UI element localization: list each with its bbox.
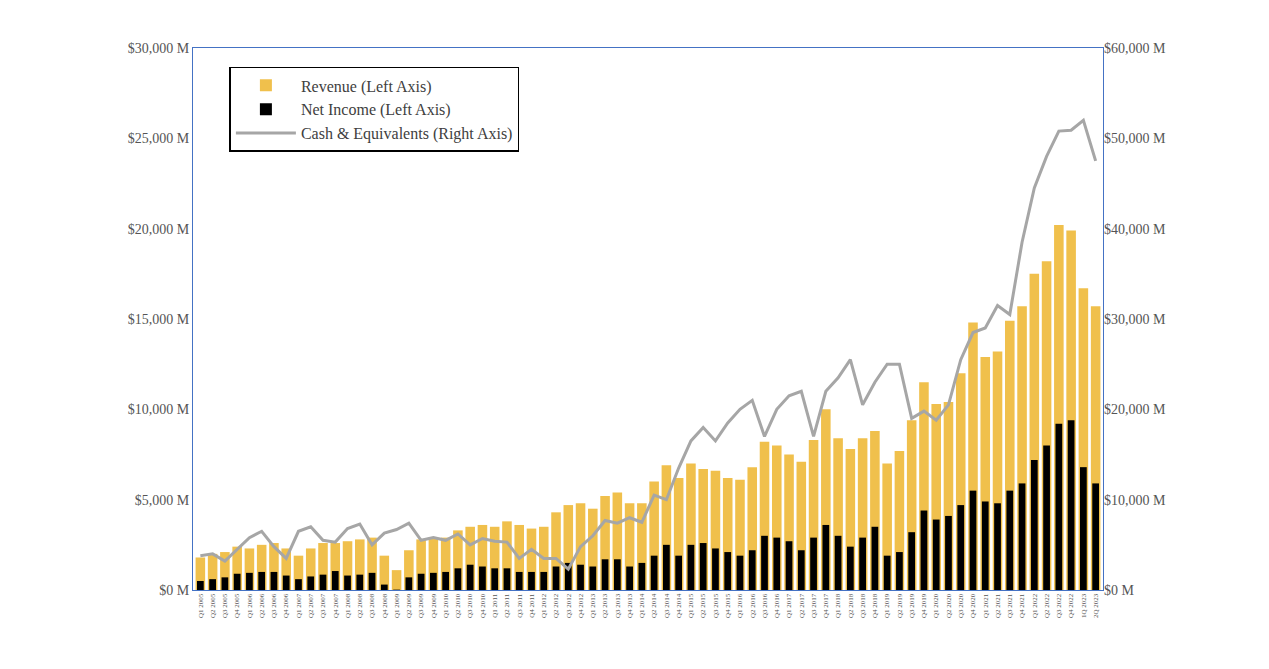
- svg-text:Q1 2016: Q1 2016: [736, 593, 744, 618]
- svg-text:Q3 2021: Q3 2021: [1006, 593, 1014, 618]
- svg-text:Q2 2008: Q2 2008: [356, 593, 364, 618]
- svg-text:$30,000 M: $30,000 M: [128, 41, 190, 56]
- svg-text:$50,000 M: $50,000 M: [1104, 131, 1166, 146]
- svg-text:$15,000 M: $15,000 M: [128, 312, 190, 327]
- svg-text:Q4 2015: Q4 2015: [724, 593, 732, 618]
- svg-text:1Q 2023: 1Q 2023: [1080, 593, 1088, 618]
- svg-text:$60,000 M: $60,000 M: [1104, 41, 1166, 56]
- svg-text:Q4 2022: Q4 2022: [1067, 593, 1075, 618]
- svg-text:Q2 2021: Q2 2021: [994, 593, 1002, 618]
- svg-text:Q4 2012: Q4 2012: [577, 593, 585, 618]
- svg-text:Q1 2006: Q1 2006: [246, 593, 254, 618]
- svg-text:Q3 2017: Q3 2017: [810, 593, 818, 618]
- svg-text:Q1 2008: Q1 2008: [344, 593, 352, 618]
- svg-text:Q3 2013: Q3 2013: [614, 593, 622, 618]
- svg-text:Q2 2011: Q2 2011: [503, 593, 511, 618]
- svg-text:Q4 2014: Q4 2014: [675, 593, 683, 618]
- svg-text:$5,000 M: $5,000 M: [135, 493, 190, 508]
- svg-text:Q2 2005: Q2 2005: [209, 593, 217, 618]
- svg-text:2Q 2023: 2Q 2023: [1092, 593, 1100, 618]
- svg-text:Q3 2006: Q3 2006: [270, 593, 278, 618]
- svg-text:Q3 2012: Q3 2012: [565, 593, 573, 618]
- svg-text:Q1 2009: Q1 2009: [393, 593, 401, 618]
- svg-text:Q3 2015: Q3 2015: [712, 593, 720, 618]
- svg-text:Q2 2012: Q2 2012: [552, 593, 560, 618]
- svg-text:$0 M: $0 M: [159, 583, 190, 598]
- svg-text:Q4 2011: Q4 2011: [528, 593, 536, 618]
- svg-text:Q2 2015: Q2 2015: [699, 593, 707, 618]
- svg-text:Q4 2021: Q4 2021: [1018, 593, 1026, 618]
- svg-text:Q3 2011: Q3 2011: [516, 593, 524, 618]
- svg-text:Q1 2022: Q1 2022: [1031, 593, 1039, 618]
- svg-text:$10,000 M: $10,000 M: [128, 402, 190, 417]
- svg-text:Q1 2017: Q1 2017: [785, 593, 793, 618]
- svg-text:Q4 2018: Q4 2018: [871, 593, 879, 618]
- svg-text:Q2 2017: Q2 2017: [798, 593, 806, 618]
- svg-text:Net Income (Left Axis): Net Income (Left Axis): [301, 101, 451, 119]
- svg-text:Q1 2021: Q1 2021: [982, 593, 990, 618]
- svg-text:Q3 2018: Q3 2018: [859, 593, 867, 618]
- svg-text:$40,000 M: $40,000 M: [1104, 222, 1166, 237]
- svg-text:Q1 2005: Q1 2005: [197, 593, 205, 618]
- svg-text:Q1 2020: Q1 2020: [932, 593, 940, 618]
- svg-text:Q2 2018: Q2 2018: [847, 593, 855, 618]
- svg-text:Q2 2010: Q2 2010: [454, 593, 462, 618]
- svg-text:Q2 2019: Q2 2019: [896, 593, 904, 618]
- svg-text:Q3 2010: Q3 2010: [466, 593, 474, 618]
- svg-text:$20,000 M: $20,000 M: [128, 222, 190, 237]
- svg-text:Q1 2012: Q1 2012: [540, 593, 548, 618]
- svg-text:$20,000 M: $20,000 M: [1104, 402, 1166, 417]
- svg-text:Q4 2010: Q4 2010: [479, 593, 487, 618]
- svg-text:Q3 2019: Q3 2019: [908, 593, 916, 618]
- svg-text:Q2 2014: Q2 2014: [650, 593, 658, 618]
- svg-text:Q4 2016: Q4 2016: [773, 593, 781, 618]
- svg-text:Q2 2006: Q2 2006: [258, 593, 266, 618]
- svg-text:Q3 2020: Q3 2020: [957, 593, 965, 618]
- svg-text:Q1 2018: Q1 2018: [834, 593, 842, 618]
- svg-text:Q1 2013: Q1 2013: [589, 593, 597, 618]
- svg-text:$25,000 M: $25,000 M: [128, 131, 190, 146]
- svg-text:Q4 2009: Q4 2009: [430, 593, 438, 618]
- svg-text:Q4 2008: Q4 2008: [381, 593, 389, 618]
- svg-text:Q4 2006: Q4 2006: [282, 593, 290, 618]
- svg-text:Q3 2022: Q3 2022: [1055, 593, 1063, 618]
- svg-text:$30,000 M: $30,000 M: [1104, 312, 1166, 327]
- svg-text:Q1 2011: Q1 2011: [491, 593, 499, 618]
- svg-text:Q4 2005: Q4 2005: [233, 593, 241, 618]
- svg-text:Q2 2016: Q2 2016: [749, 593, 757, 618]
- svg-text:Q3 2016: Q3 2016: [761, 593, 769, 618]
- svg-text:Q2 2013: Q2 2013: [601, 593, 609, 618]
- svg-text:Q4 2007: Q4 2007: [332, 593, 340, 618]
- svg-text:Q1 2010: Q1 2010: [442, 593, 450, 618]
- svg-text:Q1 2014: Q1 2014: [638, 593, 646, 618]
- svg-text:Q4 2013: Q4 2013: [626, 593, 634, 618]
- svg-text:Q3 2007: Q3 2007: [319, 593, 327, 618]
- svg-text:Q3 2009: Q3 2009: [417, 593, 425, 618]
- svg-text:Q2 2009: Q2 2009: [405, 593, 413, 618]
- svg-text:Q1 2015: Q1 2015: [687, 593, 695, 618]
- svg-text:Q1 2007: Q1 2007: [295, 593, 303, 618]
- svg-text:Q3 2008: Q3 2008: [368, 593, 376, 618]
- svg-text:Q4 2020: Q4 2020: [969, 593, 977, 618]
- svg-text:$0 M: $0 M: [1104, 583, 1135, 598]
- svg-text:Q1 2019: Q1 2019: [883, 593, 891, 618]
- svg-text:Q2 2020: Q2 2020: [945, 593, 953, 618]
- svg-text:Q2 2007: Q2 2007: [307, 593, 315, 618]
- svg-text:$10,000 M: $10,000 M: [1104, 493, 1166, 508]
- svg-text:Q2 2022: Q2 2022: [1043, 593, 1051, 618]
- svg-text:Q3 2014: Q3 2014: [663, 593, 671, 618]
- svg-text:Q3 2005: Q3 2005: [221, 593, 229, 618]
- svg-text:Q4 2019: Q4 2019: [920, 593, 928, 618]
- svg-text:Cash & Equivalents (Right Axis: Cash & Equivalents (Right Axis): [301, 125, 513, 143]
- svg-text:Revenue (Left Axis): Revenue (Left Axis): [301, 78, 432, 96]
- svg-text:Q4 2017: Q4 2017: [822, 593, 830, 618]
